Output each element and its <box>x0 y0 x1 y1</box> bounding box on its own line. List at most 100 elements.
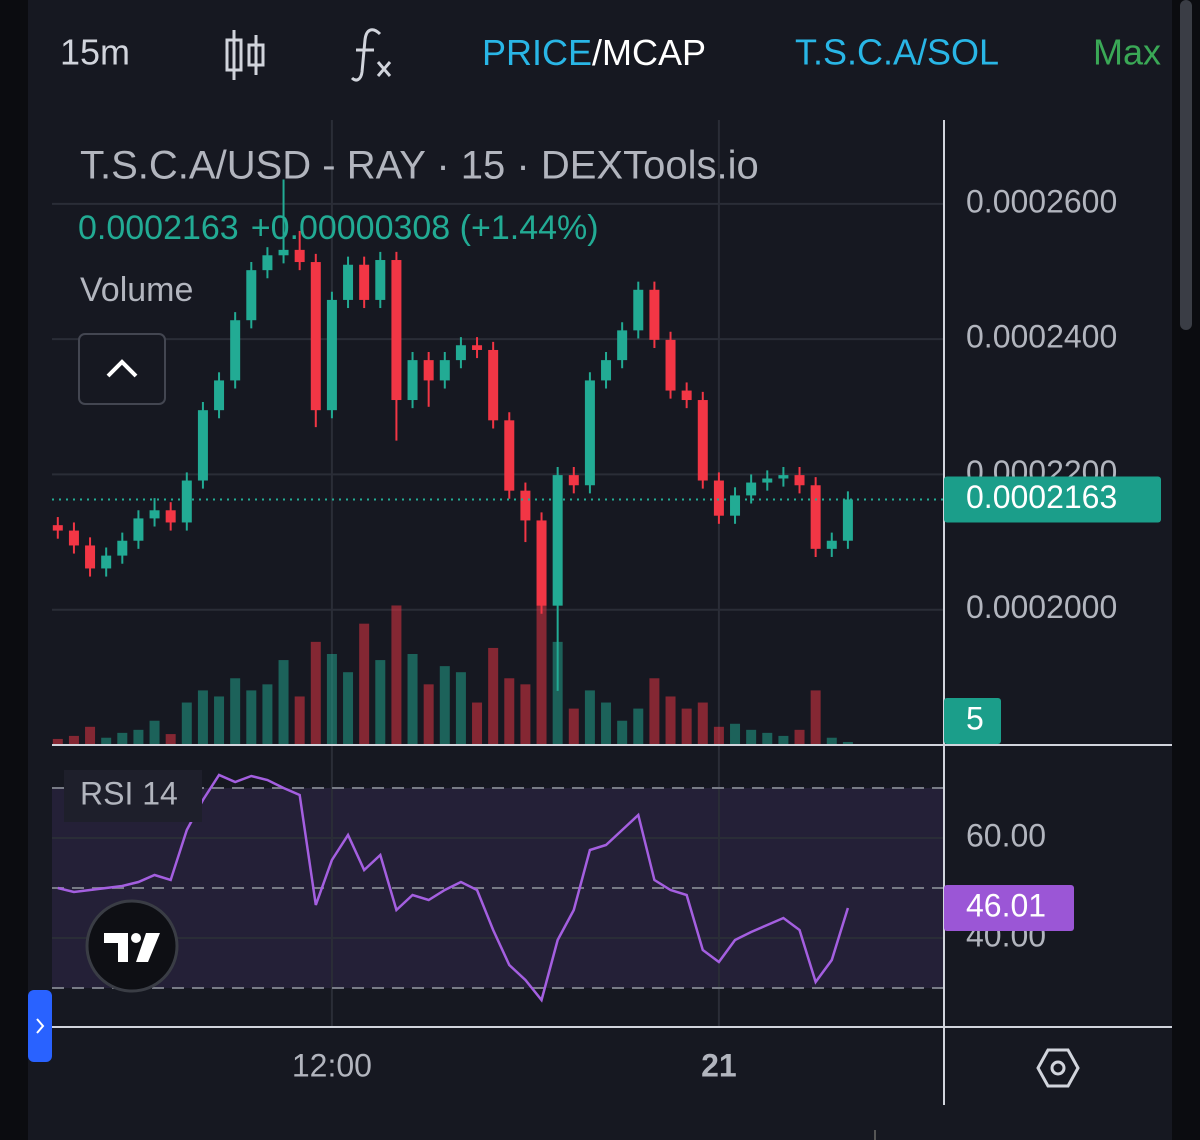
y-tick-label: 0.0002600 <box>966 183 1117 219</box>
candle-body <box>520 490 531 521</box>
candle-body <box>601 360 612 381</box>
volume-bar <box>794 729 805 745</box>
volume-bar <box>246 690 257 745</box>
volume-bar <box>681 708 692 745</box>
candle-body <box>536 520 547 606</box>
chart-style-button[interactable] <box>225 30 265 80</box>
toolbar-edge <box>1172 0 1180 110</box>
candle-body <box>488 349 499 421</box>
volume-bar <box>842 741 853 745</box>
volume-bar <box>697 702 708 745</box>
volume-bar <box>504 678 515 745</box>
price-mcap-toggle[interactable]: PRICE/MCAP <box>482 32 706 73</box>
collapse-button[interactable] <box>78 333 166 405</box>
candle-body <box>794 475 805 486</box>
candle-body <box>681 390 692 401</box>
candle-body <box>310 262 321 411</box>
candle-body <box>504 420 515 491</box>
volume-bar <box>375 660 386 745</box>
candle-body <box>407 360 418 401</box>
volume-bar <box>423 684 434 745</box>
candle-body <box>472 345 483 350</box>
settings-button[interactable] <box>1036 1048 1080 1088</box>
volume-bar <box>117 732 128 745</box>
volume-bar <box>343 672 354 745</box>
rsi-tick-label: 60.00 <box>966 817 1046 853</box>
sidebar-toggle[interactable] <box>28 990 52 1062</box>
volume-bar <box>278 660 289 745</box>
volume-bar <box>68 735 79 745</box>
candle-body <box>826 540 837 549</box>
volume-bar <box>488 647 499 745</box>
y-tick-label: 0.0002400 <box>966 319 1117 355</box>
volume-bar <box>826 737 837 745</box>
volume-bar <box>520 684 531 745</box>
toolbar: 15m PRICE/MCAP T.S.C.A/SOL Max <box>60 0 1180 110</box>
candle-body <box>101 555 112 569</box>
candle-body <box>697 400 708 481</box>
candle-body <box>730 495 741 516</box>
volume-bar <box>310 641 321 745</box>
volume-bar <box>52 738 63 745</box>
candle-body <box>278 249 289 256</box>
rsi-line <box>57 773 850 1003</box>
volume-bar <box>133 729 144 745</box>
volume-bar <box>536 605 547 745</box>
candle-body <box>375 260 386 300</box>
volume-bar <box>439 666 450 745</box>
chart-panel <box>28 0 1172 1140</box>
candle-body <box>214 380 225 411</box>
volume-bar <box>294 696 305 745</box>
volume-bar <box>472 702 483 745</box>
candle-body <box>842 499 853 541</box>
mcap-option[interactable]: /MCAP <box>592 32 706 73</box>
pair-button[interactable]: T.S.C.A/SOL <box>795 32 999 73</box>
candle-body <box>455 345 466 361</box>
candle-body <box>568 475 579 486</box>
candle-body <box>181 480 192 523</box>
candle-body <box>810 485 821 549</box>
volume-bar <box>326 654 337 745</box>
volume-legend: Volume <box>80 271 193 309</box>
range-button[interactable]: Max <box>1093 32 1161 73</box>
interval-button[interactable]: 15m <box>60 32 130 73</box>
volume-bar <box>568 708 579 745</box>
candle-body <box>423 360 434 381</box>
volume-bar <box>633 708 644 745</box>
candle-body <box>197 410 208 481</box>
volume-bar <box>778 735 789 745</box>
volume-bar <box>762 732 773 745</box>
volume-bar <box>601 702 612 745</box>
current-price-label: 0.0002163 <box>966 479 1117 515</box>
indicators-button[interactable] <box>350 28 392 82</box>
scrollbar <box>1180 0 1192 330</box>
rsi-value-label: 46.01 <box>966 887 1046 923</box>
volume-bar <box>617 720 628 745</box>
candle-body <box>326 299 337 411</box>
candle-body <box>439 360 450 381</box>
volume-bar <box>230 678 241 745</box>
candle-body <box>294 249 305 263</box>
candle-body <box>746 482 757 496</box>
legend-price: 0.0002163 <box>78 209 239 247</box>
candle-body <box>617 330 628 361</box>
candle-body <box>262 255 273 271</box>
volume-bar <box>810 690 821 745</box>
volume-bar <box>746 729 757 745</box>
candle-body <box>552 475 563 606</box>
candle-body <box>68 530 79 546</box>
x-tick-label: 21 <box>701 1047 737 1083</box>
candle-body <box>230 320 241 381</box>
candle-body <box>359 264 370 300</box>
candle-body <box>762 478 773 483</box>
chart-title: T.S.C.A/USD - RAY · 15 · DEXTools.io <box>80 144 759 188</box>
candle-body <box>117 540 128 556</box>
tradingview-logo[interactable] <box>85 899 179 993</box>
volume-bar <box>181 702 192 745</box>
legend-values: 0.0002163 +0.00000308 (+1.44%) <box>78 209 599 247</box>
volume-bar <box>101 737 112 745</box>
price-option[interactable]: PRICE <box>482 32 592 73</box>
candle-body <box>633 289 644 331</box>
volume-bar <box>584 690 595 745</box>
